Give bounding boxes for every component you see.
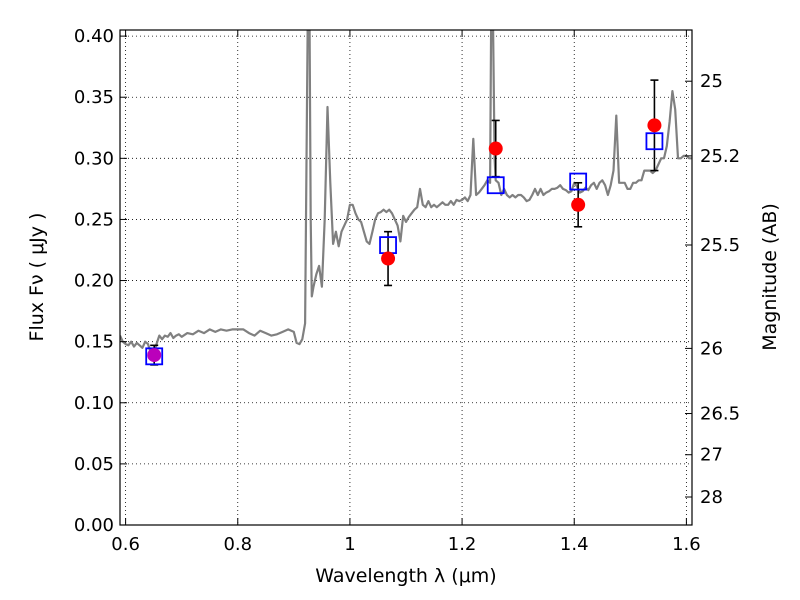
y-tick-label: 0.25 xyxy=(74,209,114,230)
magnitude-tick-label: 25 xyxy=(700,71,723,92)
magnitude-tick-label: 28 xyxy=(700,487,723,508)
magnitude-tick-label: 26.5 xyxy=(700,404,740,425)
model-photometry-square xyxy=(486,176,505,195)
observed-photometry-point xyxy=(571,197,586,212)
magnitude-tick-label: 27 xyxy=(700,445,723,466)
model-photometry-square xyxy=(569,172,588,191)
observed-photometry-point xyxy=(647,118,662,133)
y-axis-label-right: Magnitude (AB) xyxy=(759,203,781,351)
x-tick-label: 0.8 xyxy=(223,534,252,555)
x-axis-label: Wavelength λ (μm) xyxy=(315,565,496,587)
y-tick-label: 0.00 xyxy=(74,515,114,536)
y-tick-label: 0.40 xyxy=(74,26,114,47)
model-photometry-square xyxy=(645,132,664,151)
magnitude-tick-label: 25.5 xyxy=(700,235,740,256)
magnitude-axis-ticks: 25 25.2 25.5 26 26.5 27 28 xyxy=(685,71,740,508)
x-tick-label: 1 xyxy=(344,534,355,555)
y-tick-label: 0.15 xyxy=(74,332,114,353)
y-tick-label: 0.35 xyxy=(74,87,114,108)
y-tick-label: 0.10 xyxy=(74,393,114,414)
observed-photometry-point xyxy=(488,141,503,156)
x-tick-label: 1.2 xyxy=(448,534,477,555)
magnitude-tick-label: 25.2 xyxy=(700,146,740,167)
y-tick-label: 0.05 xyxy=(74,454,114,475)
y-axis-ticks: 0.00 0.05 0.10 0.15 0.20 0.25 0.30 0.35 0.40 xyxy=(74,26,127,536)
magnitude-tick-label: 26 xyxy=(700,338,723,359)
plot-frame xyxy=(119,29,693,526)
observed-photometry-point xyxy=(381,251,396,266)
x-tick-label: 1.6 xyxy=(672,534,701,555)
optical-photometry-point xyxy=(147,348,162,363)
x-axis-ticks: 0.6 0.8 1 1.2 1.4 1.6 xyxy=(111,30,701,555)
x-tick-label: 0.6 xyxy=(111,534,140,555)
y-tick-label: 0.30 xyxy=(74,148,114,169)
x-tick-label: 1.4 xyxy=(560,534,589,555)
y-tick-label: 0.20 xyxy=(74,271,114,292)
markers-layer xyxy=(145,79,664,366)
y-axis-label-left: Flux Fν ( μJy ) xyxy=(26,213,48,342)
model-spectrum-line xyxy=(120,30,692,355)
spectrum-layer xyxy=(120,30,692,355)
